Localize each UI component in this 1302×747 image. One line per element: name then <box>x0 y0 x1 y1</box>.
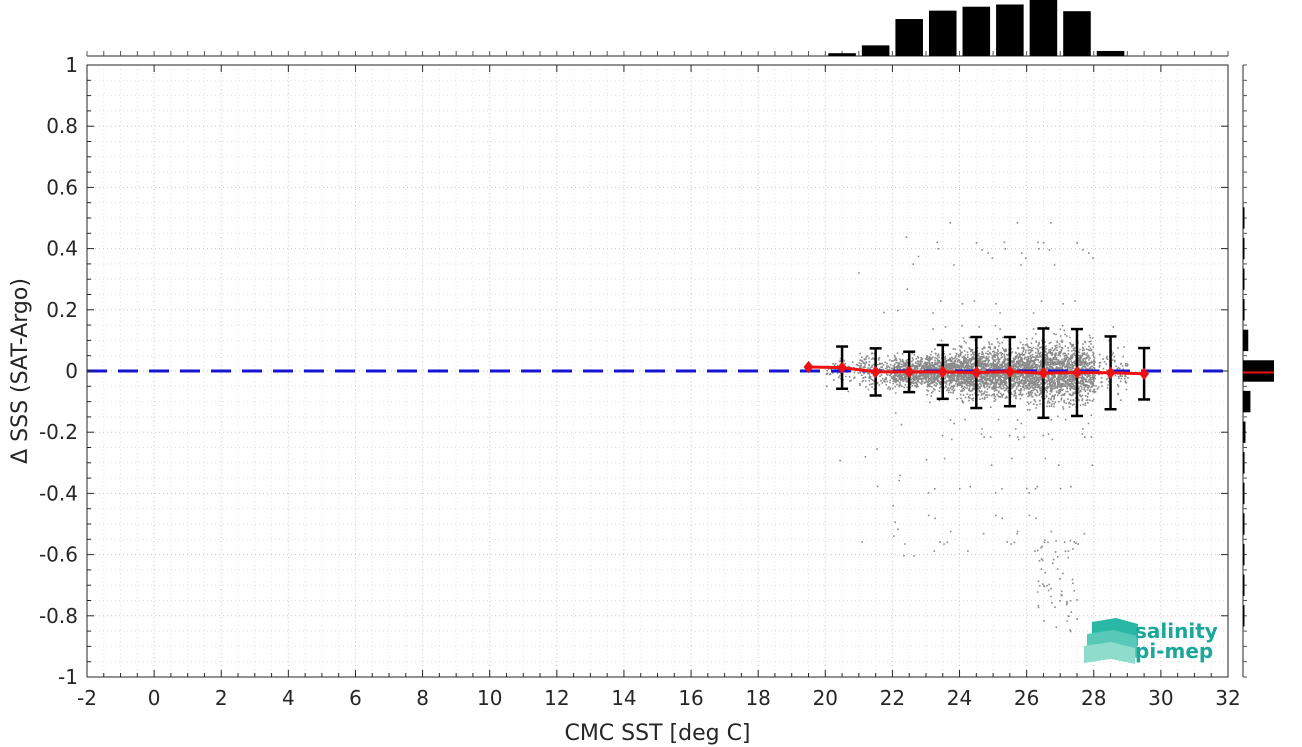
x-tick-label: 16 <box>678 686 703 710</box>
x-axis-label: CMC SST [deg C] <box>564 721 750 746</box>
x-tick-label: 0 <box>148 686 161 710</box>
x-tick-label: 2 <box>215 686 228 710</box>
y-tick-label: -0.2 <box>39 420 78 444</box>
x-tick-label: 8 <box>416 686 429 710</box>
right-histogram <box>1242 64 1274 678</box>
mean-point <box>837 361 848 374</box>
top-histogram-bar <box>861 45 890 56</box>
x-tick-label: 6 <box>349 686 362 710</box>
x-tick-label: 4 <box>282 686 295 710</box>
salinity-pi-mep-logo: salinity pi-mep <box>1084 618 1218 664</box>
mean-point <box>803 360 814 374</box>
top-histogram <box>86 0 1229 57</box>
top-histogram-bar <box>962 6 991 56</box>
top-histogram-bar <box>828 53 856 56</box>
x-tick-label: 12 <box>544 686 569 710</box>
right-histogram-bar <box>1243 421 1246 443</box>
y-tick-label: 0.4 <box>46 237 78 261</box>
right-histogram-bar <box>1243 237 1245 260</box>
x-tick-label: 22 <box>880 686 905 710</box>
mean-point <box>1105 366 1116 380</box>
top-histogram-bar <box>895 19 923 56</box>
mean-point <box>1004 365 1015 378</box>
mean-point <box>1038 366 1049 380</box>
right-histogram-bar <box>1243 360 1274 382</box>
binned-mean-line <box>803 360 1150 380</box>
mean-point <box>1139 367 1150 380</box>
x-tick-label: 30 <box>1148 686 1173 710</box>
right-histogram-bar <box>1243 207 1245 229</box>
x-tick-label: -2 <box>77 686 97 710</box>
mean-point <box>937 365 948 379</box>
y-axis-label: Δ SSS (SAT-Argo) <box>8 278 33 464</box>
x-tick-label: 26 <box>1014 686 1039 710</box>
y-tick-label: 0 <box>65 359 78 383</box>
mean-point <box>1072 366 1082 379</box>
top-histogram-bar <box>996 4 1024 57</box>
y-tick-label: -0.8 <box>39 604 78 628</box>
mean-point <box>870 365 881 379</box>
logo-text-pi-mep: pi-mep <box>1135 639 1213 663</box>
logo-wave-icon <box>1084 618 1138 664</box>
right-histogram-bar <box>1243 452 1245 474</box>
x-tick-label: 20 <box>813 686 838 710</box>
y-tick-label: 1 <box>65 53 78 77</box>
right-histogram-bar <box>1243 574 1245 596</box>
scatter-points <box>825 222 1129 633</box>
y-tick-label: 0.2 <box>46 298 78 322</box>
y-tick-label: -0.4 <box>39 481 78 505</box>
right-histogram-bar <box>1243 605 1245 627</box>
right-histogram-bar <box>1243 513 1245 535</box>
x-tick-label: 28 <box>1081 686 1106 710</box>
x-ticks: -2 0 2 4 6 8 10 12 14 16 18 20 22 24 26 28 30 32 <box>77 65 1241 710</box>
logo-text-salinity: salinity <box>1135 619 1218 643</box>
top-histogram-bar <box>1029 0 1058 56</box>
scatter-cloud <box>825 222 1129 633</box>
right-histogram-bar <box>1243 268 1245 290</box>
x-tick-label: 24 <box>947 686 972 710</box>
y-tick-label: 0.6 <box>46 175 78 199</box>
x-tick-label: 32 <box>1215 686 1240 710</box>
y-tick-label: -0.6 <box>39 543 78 567</box>
right-histogram-bar <box>1243 390 1251 413</box>
right-histogram-bar <box>1243 482 1245 505</box>
x-tick-label: 14 <box>611 686 636 710</box>
right-histogram-bar <box>1243 329 1249 352</box>
y-tick-label: -1 <box>58 665 78 689</box>
top-histogram-bar <box>1096 50 1125 56</box>
mean-point <box>971 366 982 379</box>
top-histogram-bar <box>928 10 957 57</box>
right-histogram-bar <box>1243 543 1245 566</box>
x-tick-label: 18 <box>745 686 770 710</box>
top-histogram-bar <box>1063 11 1091 56</box>
y-ticks: -1 -0.8 -0.6 -0.4 -0.2 0 0.2 0.4 0.6 0.8 1 <box>39 53 1228 689</box>
y-tick-label: 0.8 <box>46 114 78 138</box>
mean-point <box>904 365 915 379</box>
x-tick-label: 10 <box>477 686 502 710</box>
right-histogram-bar <box>1243 299 1245 321</box>
